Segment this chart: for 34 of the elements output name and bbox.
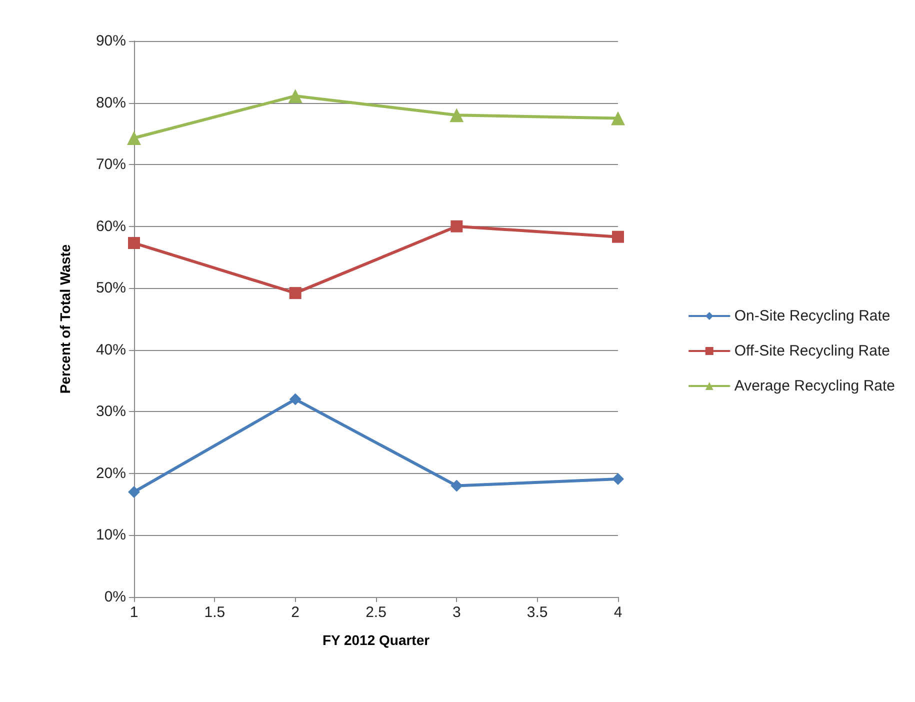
y-tick-label: 70% bbox=[96, 156, 126, 174]
point bbox=[612, 473, 624, 486]
point bbox=[450, 480, 463, 492]
x-tick-label: 1.5 bbox=[204, 604, 226, 621]
legend-label: Off-Site Recycling Rate bbox=[734, 342, 890, 360]
x-tick-label: 3.5 bbox=[526, 604, 548, 621]
x-axis-title: FY 2012 Quarter bbox=[322, 632, 430, 648]
point bbox=[127, 130, 141, 145]
y-tick-label: 0% bbox=[104, 588, 126, 606]
point bbox=[289, 393, 302, 406]
point bbox=[450, 220, 463, 232]
y-tick-label: 50% bbox=[96, 280, 126, 297]
point bbox=[288, 88, 302, 103]
y-tick-label: 10% bbox=[96, 526, 126, 544]
x-tick-label: 2.5 bbox=[366, 604, 386, 621]
point bbox=[128, 237, 140, 250]
point bbox=[612, 230, 624, 243]
point bbox=[128, 486, 140, 498]
y-tick-label: 60% bbox=[96, 218, 126, 235]
x-tick-label: 2 bbox=[291, 604, 300, 621]
legend-label: On-Site Recycling Rate bbox=[734, 308, 890, 324]
point bbox=[450, 108, 464, 122]
y-tick-label: 20% bbox=[96, 464, 126, 482]
y-tick-label: 80% bbox=[96, 94, 126, 112]
x-tick-label: 1 bbox=[130, 604, 138, 621]
y-tick-label: 40% bbox=[96, 341, 126, 358]
x-tick-label: 4 bbox=[614, 604, 622, 621]
x-tick-label: 3 bbox=[452, 604, 461, 621]
y-axis-title: Percent of Total Waste bbox=[57, 244, 73, 394]
y-tick-label: 30% bbox=[96, 403, 126, 420]
legend-label: Average Recycling Rate bbox=[734, 378, 896, 394]
y-tick-label: 90% bbox=[96, 32, 126, 50]
point bbox=[289, 287, 302, 300]
point bbox=[611, 111, 625, 126]
